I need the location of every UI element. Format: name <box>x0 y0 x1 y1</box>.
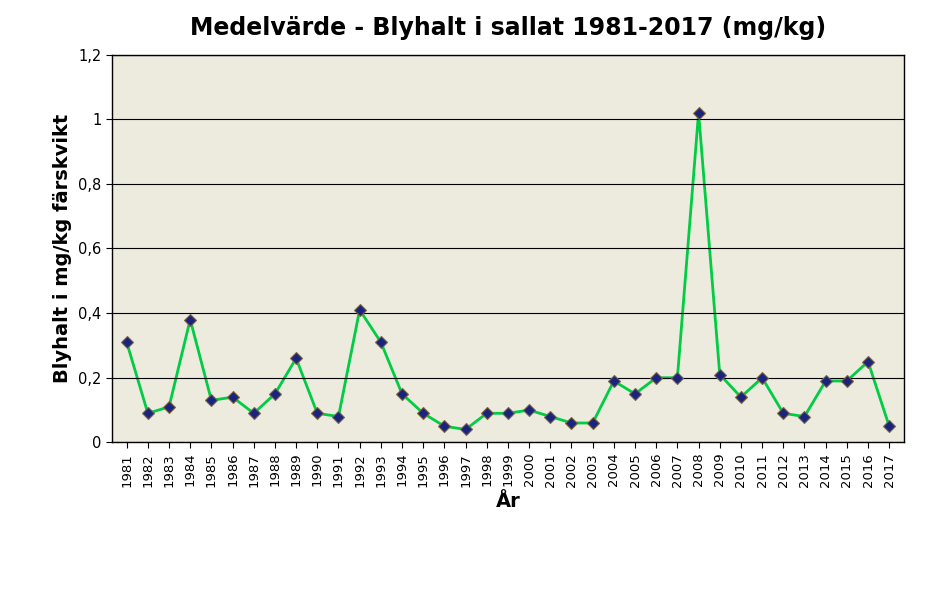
X-axis label: År: År <box>496 492 520 511</box>
Title: Medelvärde - Blyhalt i sallat 1981-2017 (mg/kg): Medelvärde - Blyhalt i sallat 1981-2017 … <box>190 16 826 40</box>
Y-axis label: Blyhalt i mg/kg färskvikt: Blyhalt i mg/kg färskvikt <box>53 114 73 383</box>
